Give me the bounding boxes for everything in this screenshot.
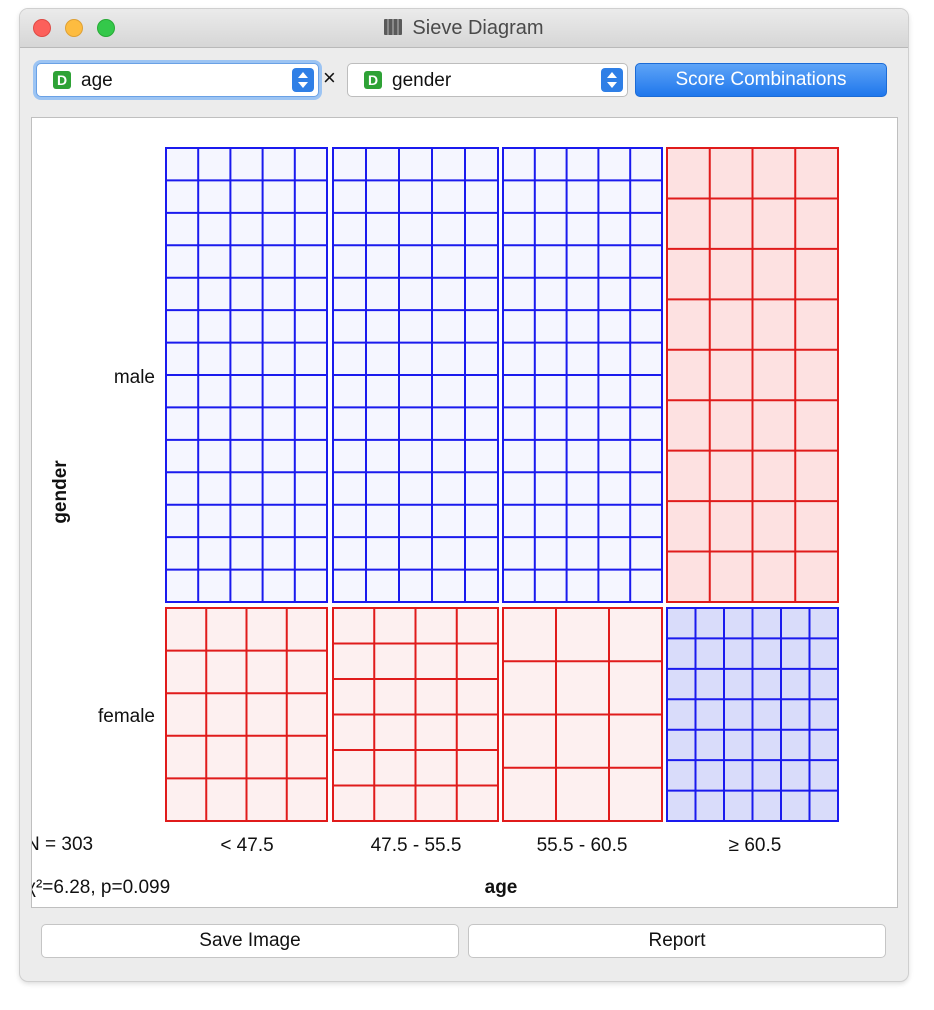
sieve-cell-1[interactable] [332, 147, 499, 603]
x-tick-lt-47-5: < 47.5 [220, 835, 273, 856]
sieve-cell-0[interactable] [165, 147, 328, 603]
sieve-cell-7[interactable] [666, 607, 839, 822]
discrete-variable-icon: D [53, 71, 71, 89]
column-attribute-combo[interactable]: D gender [347, 63, 628, 97]
x-tick-ge-60-5: ≥ 60.5 [729, 835, 782, 856]
x-tick-55-5-60-5: 55.5 - 60.5 [537, 835, 628, 856]
title-bar: Sieve Diagram [20, 9, 908, 48]
row-attribute-value: age [81, 70, 113, 91]
report-button[interactable]: Report [468, 924, 886, 958]
sieve-diagram-window: Sieve Diagram D age × D gender Score Com… [20, 9, 908, 981]
column-attribute-stepper-icon[interactable] [601, 68, 623, 92]
score-combinations-button[interactable]: Score Combinations [635, 63, 887, 97]
minimize-window-button[interactable] [65, 19, 83, 37]
column-attribute-value: gender [392, 70, 452, 91]
window-title-text: Sieve Diagram [412, 17, 544, 39]
window-title: Sieve Diagram [20, 17, 908, 40]
x-axis-label: age [485, 877, 518, 898]
sieve-cell-6[interactable] [502, 607, 663, 822]
save-image-button[interactable]: Save Image [41, 924, 459, 958]
sieve-cell-3[interactable] [666, 147, 839, 603]
x-tick-47-5-55-5: 47.5 - 55.5 [371, 835, 462, 856]
y-tick-female: female [98, 706, 155, 727]
sieve-cell-5[interactable] [332, 607, 499, 822]
sieve-cell-4[interactable] [165, 607, 328, 822]
sieve-plot: male female gender N = 303 < 47.5 47.5 -… [26, 147, 839, 898]
zoom-window-button[interactable] [97, 19, 115, 37]
chi-square-label: χ²=6.28, p=0.099 [32, 877, 170, 898]
y-tick-male: male [114, 367, 155, 388]
discrete-variable-icon: D [364, 71, 382, 89]
sieve-plot-canvas: male female gender N = 303 < 47.5 47.5 -… [26, 117, 898, 908]
n-count-label: N = 303 [32, 834, 93, 855]
row-attribute-combo[interactable]: D age [36, 63, 319, 97]
sieve-widget-icon [384, 19, 403, 35]
sieve-cell-2[interactable] [502, 147, 663, 603]
row-attribute-stepper-icon[interactable] [292, 68, 314, 92]
close-window-button[interactable] [33, 19, 51, 37]
times-symbol: × [323, 65, 336, 90]
y-axis-label: gender [50, 460, 71, 524]
